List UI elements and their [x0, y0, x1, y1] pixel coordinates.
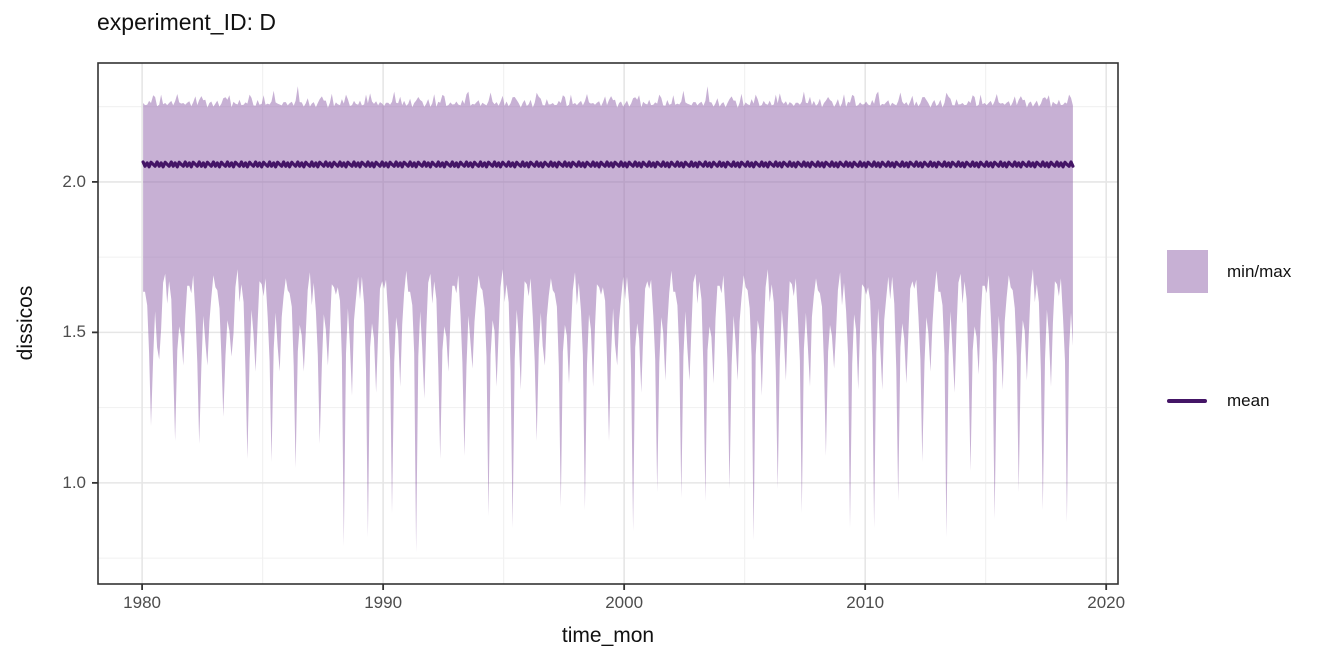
- panel-border: [97, 62, 1119, 585]
- y-tick-label-2.0: 2.0: [62, 171, 86, 191]
- legend-label-minmax: min/max: [1227, 261, 1292, 281]
- y-tick-label-1.5: 1.5: [62, 322, 86, 342]
- x-tick-label-1980: 1980: [123, 593, 162, 612]
- legend: min/max mean: [1167, 250, 1337, 411]
- minmax-fill-swatch: [1167, 250, 1208, 293]
- chart-title: experiment_ID: D: [97, 9, 276, 35]
- x-tick-label-2020: 2020: [1087, 593, 1126, 612]
- x-tick-label-2000: 2000: [605, 593, 644, 612]
- legend-entry-mean: mean: [1167, 391, 1337, 411]
- x-tick-label-2010: 2010: [846, 593, 885, 612]
- legend-entry-minmax: min/max: [1167, 250, 1337, 293]
- minmax-ribbon: [143, 86, 1073, 553]
- x-tick-label-1990: 1990: [364, 593, 403, 612]
- mean-line-swatch: [1167, 399, 1207, 403]
- y-tick-label-1.0: 1.0: [62, 472, 86, 492]
- mean-line-swatch-wrap: [1167, 399, 1208, 403]
- mean-line: [141, 160, 1075, 169]
- x-axis-title: time_mon: [561, 624, 655, 647]
- legend-label-mean: mean: [1227, 391, 1270, 410]
